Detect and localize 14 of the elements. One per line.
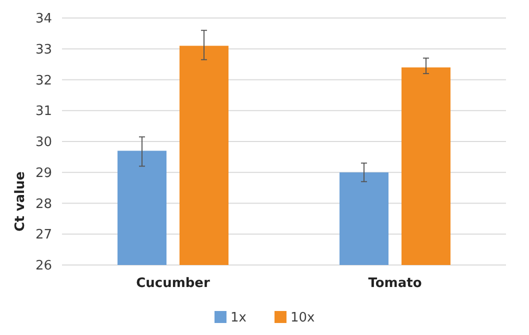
y-tick-label: 30	[35, 135, 52, 150]
legend-label: 1x	[230, 310, 247, 326]
x-tick-label: Tomato	[368, 276, 422, 291]
y-tick-label: 27	[35, 228, 52, 243]
x-tick-label: Cucumber	[136, 276, 211, 291]
legend-label: 10x	[290, 310, 316, 326]
y-tick-label: 34	[35, 12, 52, 27]
y-tick-label: 28	[35, 196, 52, 212]
y-tick-label: 31	[35, 104, 52, 120]
y-tick-label: 32	[35, 73, 52, 88]
y-tick-label: 29	[35, 166, 52, 181]
y-tick-label: 26	[35, 258, 52, 274]
y-axis-title: Ct value	[13, 171, 28, 232]
y-tick-label: 33	[35, 42, 52, 58]
